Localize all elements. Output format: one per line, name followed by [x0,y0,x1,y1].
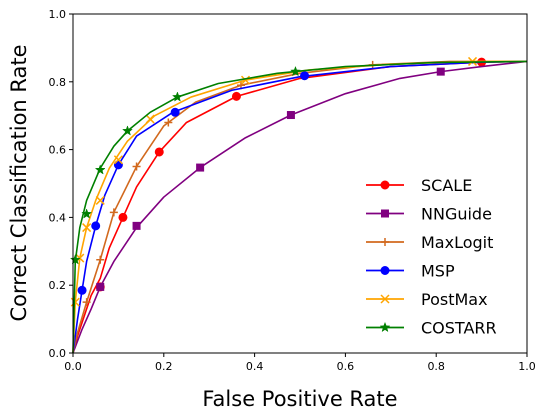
x-tick-label: 1.0 [518,360,536,373]
legend-label: MaxLogit [421,233,493,252]
legend-item-msp: MSP [366,262,455,281]
y-tick-label: 0.0 [49,347,67,360]
data-point-costarr [122,125,133,136]
data-point-msp [170,107,180,117]
data-point-postmax [240,75,251,85]
data-point-scale [231,91,241,101]
data-point-msp [91,221,101,231]
data-point-nnguide [132,221,141,230]
series-line-costarr [72,60,528,354]
legend-item-nnguide: NNGuide [366,205,492,224]
legend-marker [380,294,390,304]
legend-label: SCALE [421,176,472,195]
data-point-msp [113,160,123,170]
x-tick-label: 0.0 [64,360,82,373]
data-point-costarr [81,208,93,219]
x-axis-title: False Positive Rate [202,387,397,411]
series-msp [72,60,528,354]
data-point-msp [77,285,87,295]
data-point-costarr [69,254,81,265]
series-nnguide [72,60,528,354]
legend-item-scale: SCALE [366,176,472,195]
legend-label: NNGuide [421,205,492,224]
legend-marker [381,238,389,246]
legend-label: COSTARR [421,319,497,338]
legend-label: PostMax [421,290,488,309]
data-point-postmax [82,223,92,233]
legend-marker [379,321,391,333]
data-point-costarr [171,91,183,102]
data-point-postmax [145,114,155,124]
legend-item-costarr: COSTARR [366,319,497,338]
legend-marker [380,266,390,275]
data-point-maxlogit [82,298,91,307]
data-point-scale [118,212,128,222]
data-point-postmax [95,195,105,205]
legend-marker [380,180,390,190]
data-point-nnguide [436,67,445,76]
plot-frame [72,13,528,354]
data-point-scale [154,147,164,157]
data-point-maxlogit [96,255,105,264]
data-point-nnguide [196,163,205,172]
x-tick-label: 0.6 [337,360,355,373]
data-point-msp [300,71,310,81]
legend: SCALE NNGuide MaxLogit MSP PostMax COSTARR [366,176,497,338]
y-tick-label: 0.6 [49,144,67,157]
data-point-maxlogit [164,118,173,127]
legend-item-postmax: PostMax [366,290,488,309]
x-tick-label: 0.2 [155,360,173,373]
legend-marker [381,209,389,218]
data-point-costarr [94,164,106,175]
series-line-msp [72,60,528,354]
legend-item-maxlogit: MaxLogit [366,233,493,252]
series-costarr [69,60,528,354]
data-point-nnguide [96,282,105,291]
data-point-maxlogit [109,208,118,217]
y-tick-label: 0.8 [49,76,67,89]
data-point-postmax [113,155,123,165]
y-tick-label: 1.0 [49,8,67,21]
ticks-layer: 0.0 0.2 0.4 0.6 0.8 1.0 0.0 0.2 0.4 0.6 0.8 1.0 [49,8,536,373]
x-tick-label: 0.8 [427,360,445,373]
data-point-costarr [290,65,301,77]
y-tick-label: 0.2 [49,279,67,292]
y-tick-label: 0.4 [49,211,67,224]
y-axis-title: Correct Classification Rate [7,44,31,321]
x-tick-label: 0.4 [246,360,264,373]
data-point-nnguide [286,111,295,120]
data-point-maxlogit [132,162,141,171]
series-layer [69,56,528,354]
legend-label: MSP [421,262,455,281]
series-line-scale [72,60,528,354]
